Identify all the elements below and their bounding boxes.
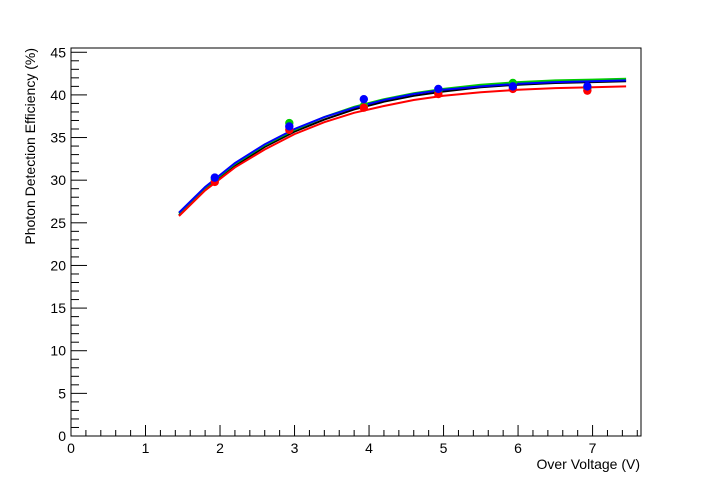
fit-curves (178, 77, 627, 217)
data-point (583, 82, 592, 91)
data-point (285, 122, 294, 131)
x-tick-label: 7 (589, 440, 597, 456)
data-point (359, 94, 369, 104)
data-point (359, 103, 369, 112)
y-tick-label: 20 (50, 257, 66, 273)
y-tick-label: 45 (50, 44, 66, 60)
x-tick-label: 2 (216, 440, 224, 456)
y-tick-label: 15 (50, 300, 66, 316)
y-tick-label: 5 (58, 385, 66, 401)
data-point (434, 84, 443, 94)
y-tick-label: 40 (50, 87, 66, 103)
x-tick-label: 1 (142, 440, 150, 456)
fit-curve (178, 79, 627, 214)
fit-curve (178, 85, 627, 217)
data-point (508, 82, 518, 91)
y-tick-label: 0 (58, 428, 66, 444)
x-tick-label: 5 (440, 440, 448, 456)
plot-frame (70, 47, 642, 437)
x-tick-label: 0 (67, 440, 75, 456)
y-axis-title: Photon Detection Efficiency (%) (22, 48, 38, 245)
y-tick-label: 35 (50, 130, 66, 146)
y-tick-label: 25 (50, 215, 66, 231)
data-point (210, 173, 220, 182)
x-tick-label: 6 (514, 440, 522, 456)
x-tick-label: 4 (365, 440, 373, 456)
x-axis: 0 1 2 3 4 5 6 7 (67, 425, 638, 456)
x-axis-title: Over Voltage (V) (537, 456, 641, 472)
x-tick-label: 3 (291, 440, 299, 456)
data-points (210, 78, 592, 187)
y-tick-label: 10 (50, 343, 66, 359)
y-axis: 0 5 10 15 20 25 30 35 40 45 (50, 44, 87, 444)
y-tick-label: 30 (50, 172, 66, 188)
